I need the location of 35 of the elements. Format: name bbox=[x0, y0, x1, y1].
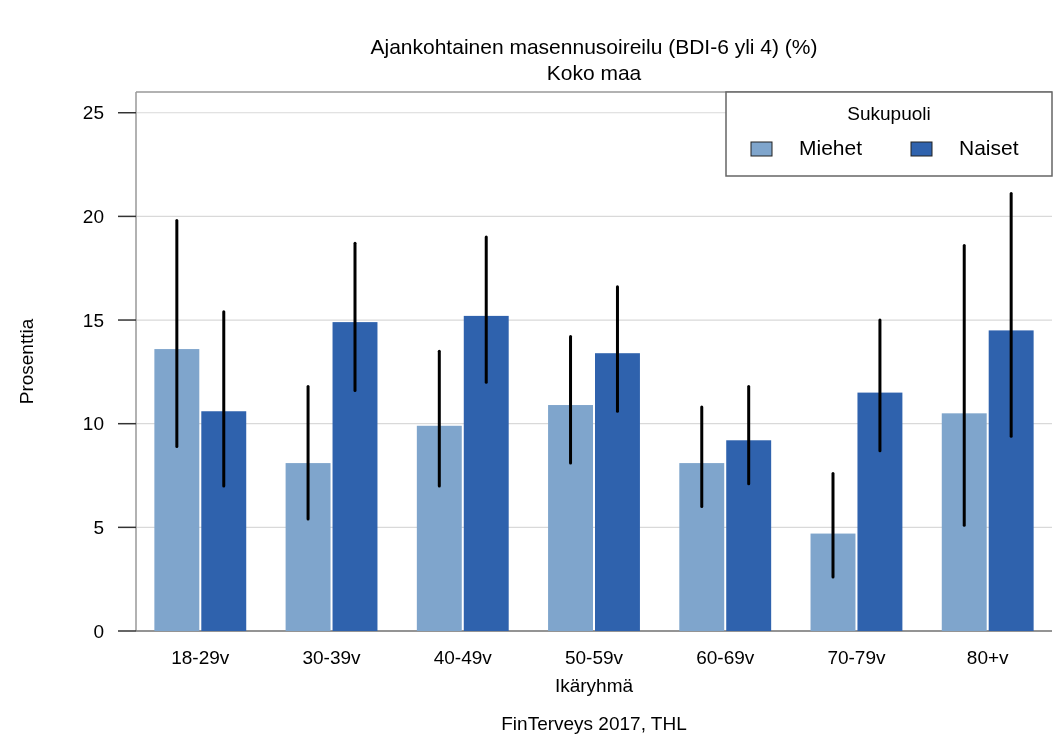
x-tick-label: 50-59v bbox=[564, 647, 624, 668]
x-tick-label: 70-79v bbox=[827, 647, 886, 668]
y-tick-label: 10 bbox=[82, 413, 104, 435]
bar bbox=[988, 330, 1034, 631]
legend-label: Miehet bbox=[799, 136, 863, 159]
y-tick-label: 0 bbox=[93, 620, 104, 642]
y-tick-label: 25 bbox=[82, 102, 104, 124]
bar bbox=[548, 405, 593, 631]
bar bbox=[595, 353, 640, 631]
bar bbox=[857, 392, 903, 631]
y-axis-title: Prosenttia bbox=[16, 318, 37, 405]
legend-title: Sukupuoli bbox=[847, 103, 931, 124]
x-tick-label: 18-29v bbox=[171, 647, 230, 668]
bar bbox=[201, 411, 247, 631]
chart-title: Ajankohtainen masennusoireilu (BDI-6 yli 4) (%) bbox=[370, 35, 818, 58]
legend-label: Naiset bbox=[959, 136, 1019, 159]
bar bbox=[810, 533, 856, 631]
chart-subtitle: Koko maa bbox=[546, 61, 642, 84]
y-tick-label: 15 bbox=[82, 309, 104, 331]
bar bbox=[726, 440, 772, 631]
x-tick-label: 40-49v bbox=[433, 647, 493, 668]
x-axis-title: Ikäryhmä bbox=[554, 675, 634, 696]
text: FinTerveys 2017, THL bbox=[501, 713, 687, 734]
bar bbox=[416, 425, 462, 631]
y-tick-label: 20 bbox=[82, 206, 104, 228]
y-tick-label: 5 bbox=[93, 517, 104, 538]
x-tick-label: 30-39v bbox=[302, 647, 362, 668]
bar bbox=[154, 349, 200, 631]
bar bbox=[285, 463, 331, 631]
bar bbox=[941, 413, 987, 631]
x-tick-label: 60-69v bbox=[696, 647, 755, 668]
bar bbox=[332, 322, 378, 631]
bar bbox=[463, 315, 509, 631]
bar bbox=[679, 463, 725, 631]
x-tick-label: 80+v bbox=[966, 647, 1010, 668]
